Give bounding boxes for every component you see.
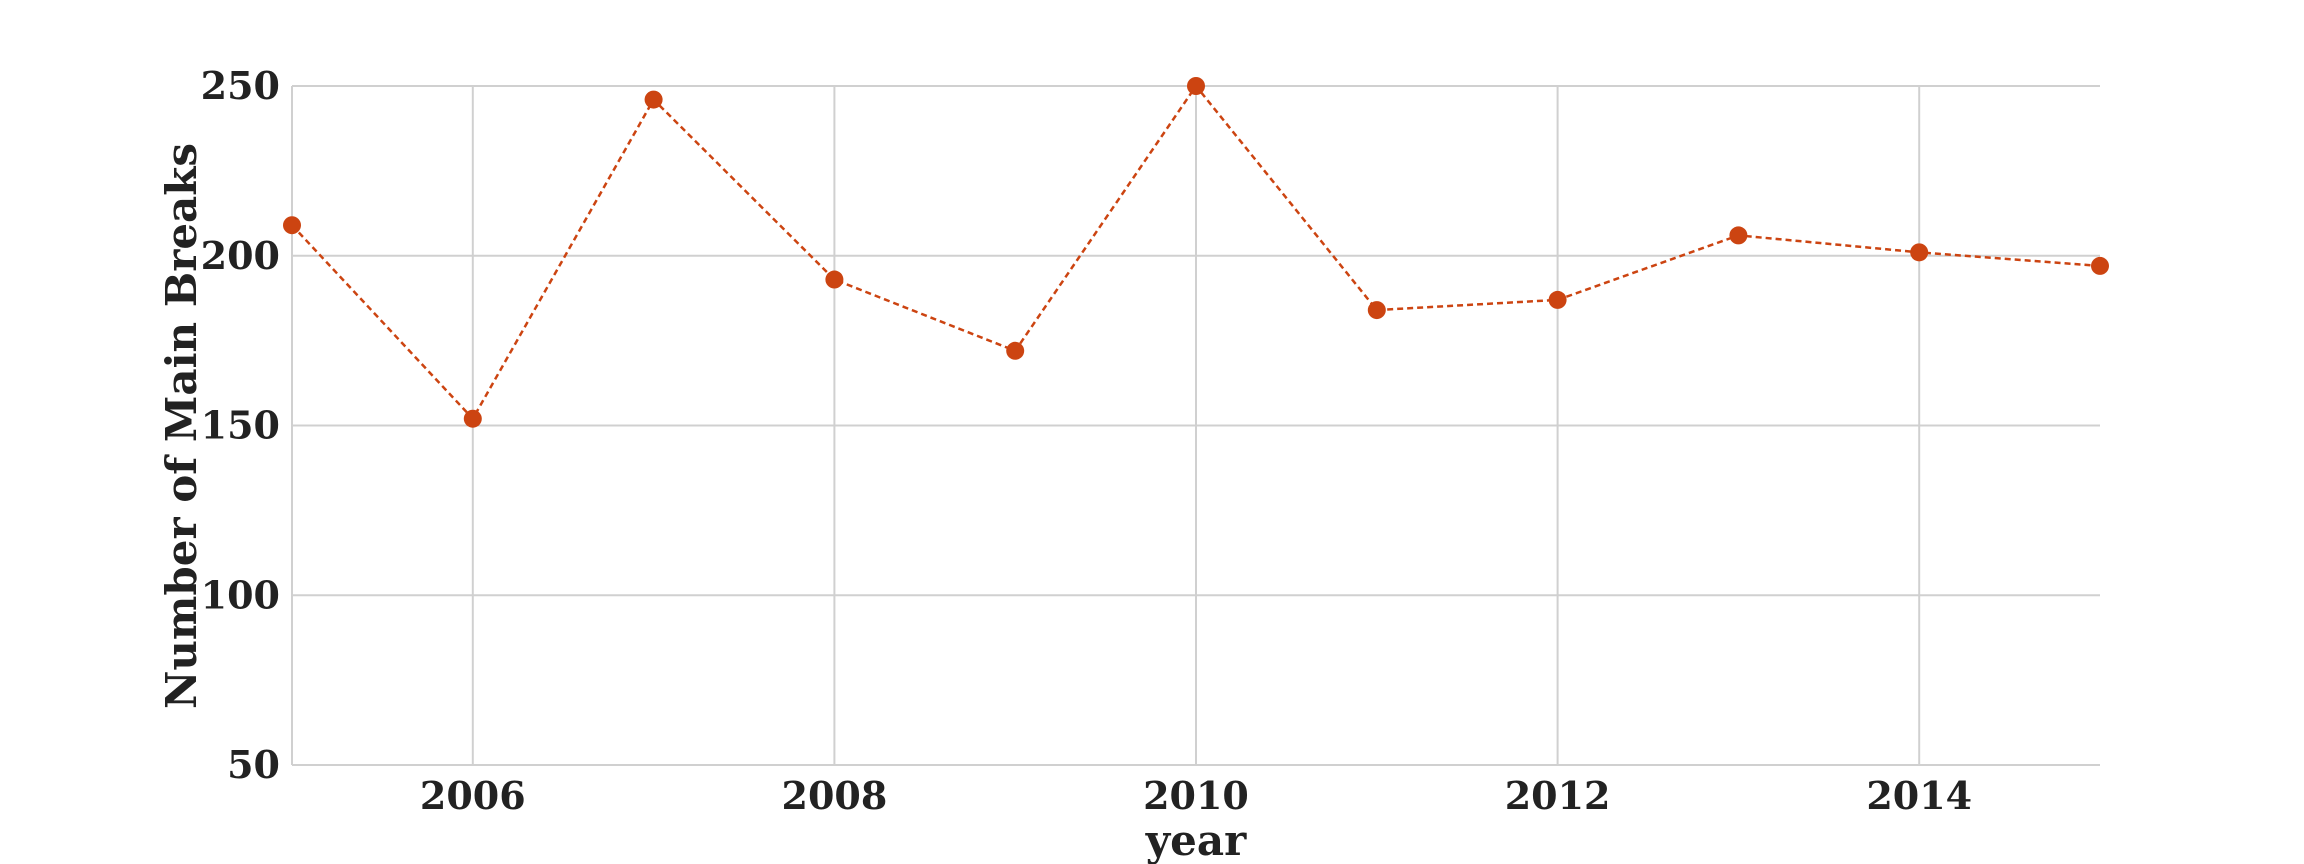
point <box>1910 243 1929 262</box>
point <box>1729 226 1748 245</box>
y-axis-label: Number of Main Breaks <box>157 143 206 709</box>
point <box>1006 341 1025 360</box>
point <box>2091 256 2109 275</box>
point <box>644 90 663 109</box>
x-tick-label: 2012 <box>1505 773 1611 818</box>
point <box>463 409 482 428</box>
point <box>825 270 844 289</box>
point <box>1187 77 1205 95</box>
x-tick-label: 2010 <box>1143 773 1249 818</box>
point <box>283 216 301 235</box>
y-tick-label: 250 <box>201 63 280 108</box>
x-tick-label: 2008 <box>782 773 888 818</box>
point <box>1548 290 1567 309</box>
y-tick-label: 150 <box>201 403 280 448</box>
x-axis-label: year <box>1145 816 1247 864</box>
x-tick-label: 2014 <box>1866 773 1972 818</box>
x-tick-label: 2006 <box>420 773 526 818</box>
point <box>1367 301 1386 320</box>
y-tick-label: 200 <box>201 233 280 278</box>
y-tick-label: 50 <box>227 742 280 787</box>
y-tick-label: 100 <box>201 572 280 617</box>
